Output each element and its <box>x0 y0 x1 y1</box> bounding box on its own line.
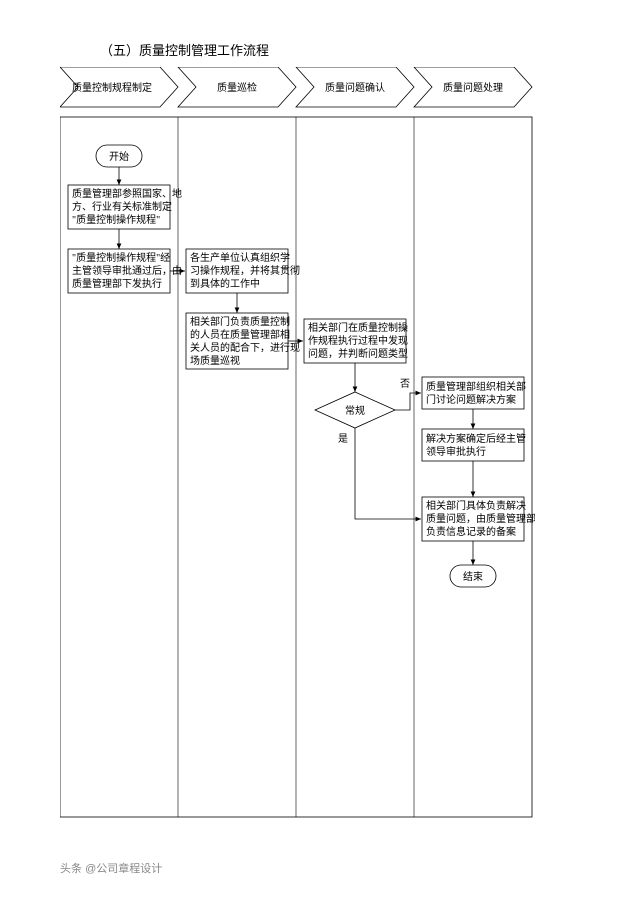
svg-text:解决方案确定后经主管: 解决方案确定后经主管 <box>426 432 526 445</box>
svg-text:质量管理部下发执行: 质量管理部下发执行 <box>72 277 162 290</box>
col1-label: 质量控制规程制定 <box>72 81 152 94</box>
start-node: 开始 <box>96 145 142 167</box>
svg-text:质量管理部参照国家、地: 质量管理部参照国家、地 <box>72 187 182 200</box>
svg-text:作规程执行过程中发现: 作规程执行过程中发现 <box>308 334 408 347</box>
svg-text:开始: 开始 <box>109 150 129 163</box>
decision-yes-label: 是 <box>338 433 348 445</box>
svg-text:常规: 常规 <box>345 404 365 417</box>
decision-node: 常规 <box>315 392 395 428</box>
col3-label: 质量问题确认 <box>325 81 385 94</box>
svg-text:相关部门具体负责解决: 相关部门具体负责解决 <box>426 499 526 512</box>
svg-text:主管领导审批通过后，由: 主管领导审批通过后，由 <box>72 264 182 277</box>
node-8: 相关部门具体负责解决 质量问题，由质量管理部 负责信息记录的备案 <box>422 497 535 541</box>
svg-text:场质量巡视: 场质量巡视 <box>190 354 240 367</box>
svg-text:关人员的配合下，进行现: 关人员的配合下，进行现 <box>190 341 300 354</box>
svg-text:负责信息记录的备案: 负责信息记录的备案 <box>426 525 516 538</box>
node-3: 各生产单位认真组织学 习操作规程，并将其贯彻 到具体的工作中 <box>186 249 300 293</box>
svg-text:"质量控制操作规程"经: "质量控制操作规程"经 <box>72 251 170 264</box>
svg-text:相关部门在质量控制操: 相关部门在质量控制操 <box>308 321 408 334</box>
footer-prefix: 头条 <box>60 863 85 875</box>
node-5: 相关部门在质量控制操 作规程执行过程中发现 问题，并判断问题类型 <box>304 319 408 363</box>
node-4: 相关部门负责质量控制 的人员在质量管理部相 关人员的配合下，进行现 场质量巡视 <box>186 313 300 369</box>
header-arrows: 质量控制规程制定 质量巡检 质量问题确认 质量问题处理 <box>60 67 532 107</box>
svg-text:各生产单位认真组织学: 各生产单位认真组织学 <box>190 251 290 264</box>
node-7: 解决方案确定后经主管 领导审批执行 <box>422 429 526 461</box>
page-title: （五）质量控制管理工作流程 <box>100 40 580 59</box>
col2-label: 质量巡检 <box>217 81 257 94</box>
svg-text:门讨论问题解决方案: 门讨论问题解决方案 <box>426 393 516 406</box>
svg-text:的人员在质量管理部相: 的人员在质量管理部相 <box>190 328 290 341</box>
node-1: 质量管理部参照国家、地 方、行业有关标准制定 "质量控制操作规程" <box>68 185 182 229</box>
decision-no-label: 否 <box>400 378 410 390</box>
svg-text:"质量控制操作规程": "质量控制操作规程" <box>72 213 160 226</box>
col4-label: 质量问题处理 <box>443 81 503 94</box>
svg-text:质量问题，由质量管理部: 质量问题，由质量管理部 <box>426 512 535 525</box>
svg-text:问题，并判断问题类型: 问题，并判断问题类型 <box>308 347 408 360</box>
svg-text:习操作规程，并将其贯彻: 习操作规程，并将其贯彻 <box>190 264 300 277</box>
svg-text:领导审批执行: 领导审批执行 <box>426 445 486 458</box>
end-node: 结束 <box>450 565 496 587</box>
node-6: 质量管理部组织相关部 门讨论问题解决方案 <box>422 377 526 409</box>
flowchart: 质量控制规程制定 质量巡检 质量问题确认 质量问题处理 开始 质量 <box>60 67 535 827</box>
svg-text:相关部门负责质量控制: 相关部门负责质量控制 <box>190 315 290 328</box>
node-2: "质量控制操作规程"经 主管领导审批通过后，由 质量管理部下发执行 <box>68 249 182 293</box>
svg-text:质量管理部组织相关部: 质量管理部组织相关部 <box>426 380 526 393</box>
svg-text:结束: 结束 <box>463 570 483 583</box>
svg-text:方、行业有关标准制定: 方、行业有关标准制定 <box>72 200 172 213</box>
footer-at: @公司章程设计 <box>85 863 162 875</box>
svg-text:到具体的工作中: 到具体的工作中 <box>190 277 260 290</box>
footer: 头条 @公司章程设计 <box>60 860 162 876</box>
